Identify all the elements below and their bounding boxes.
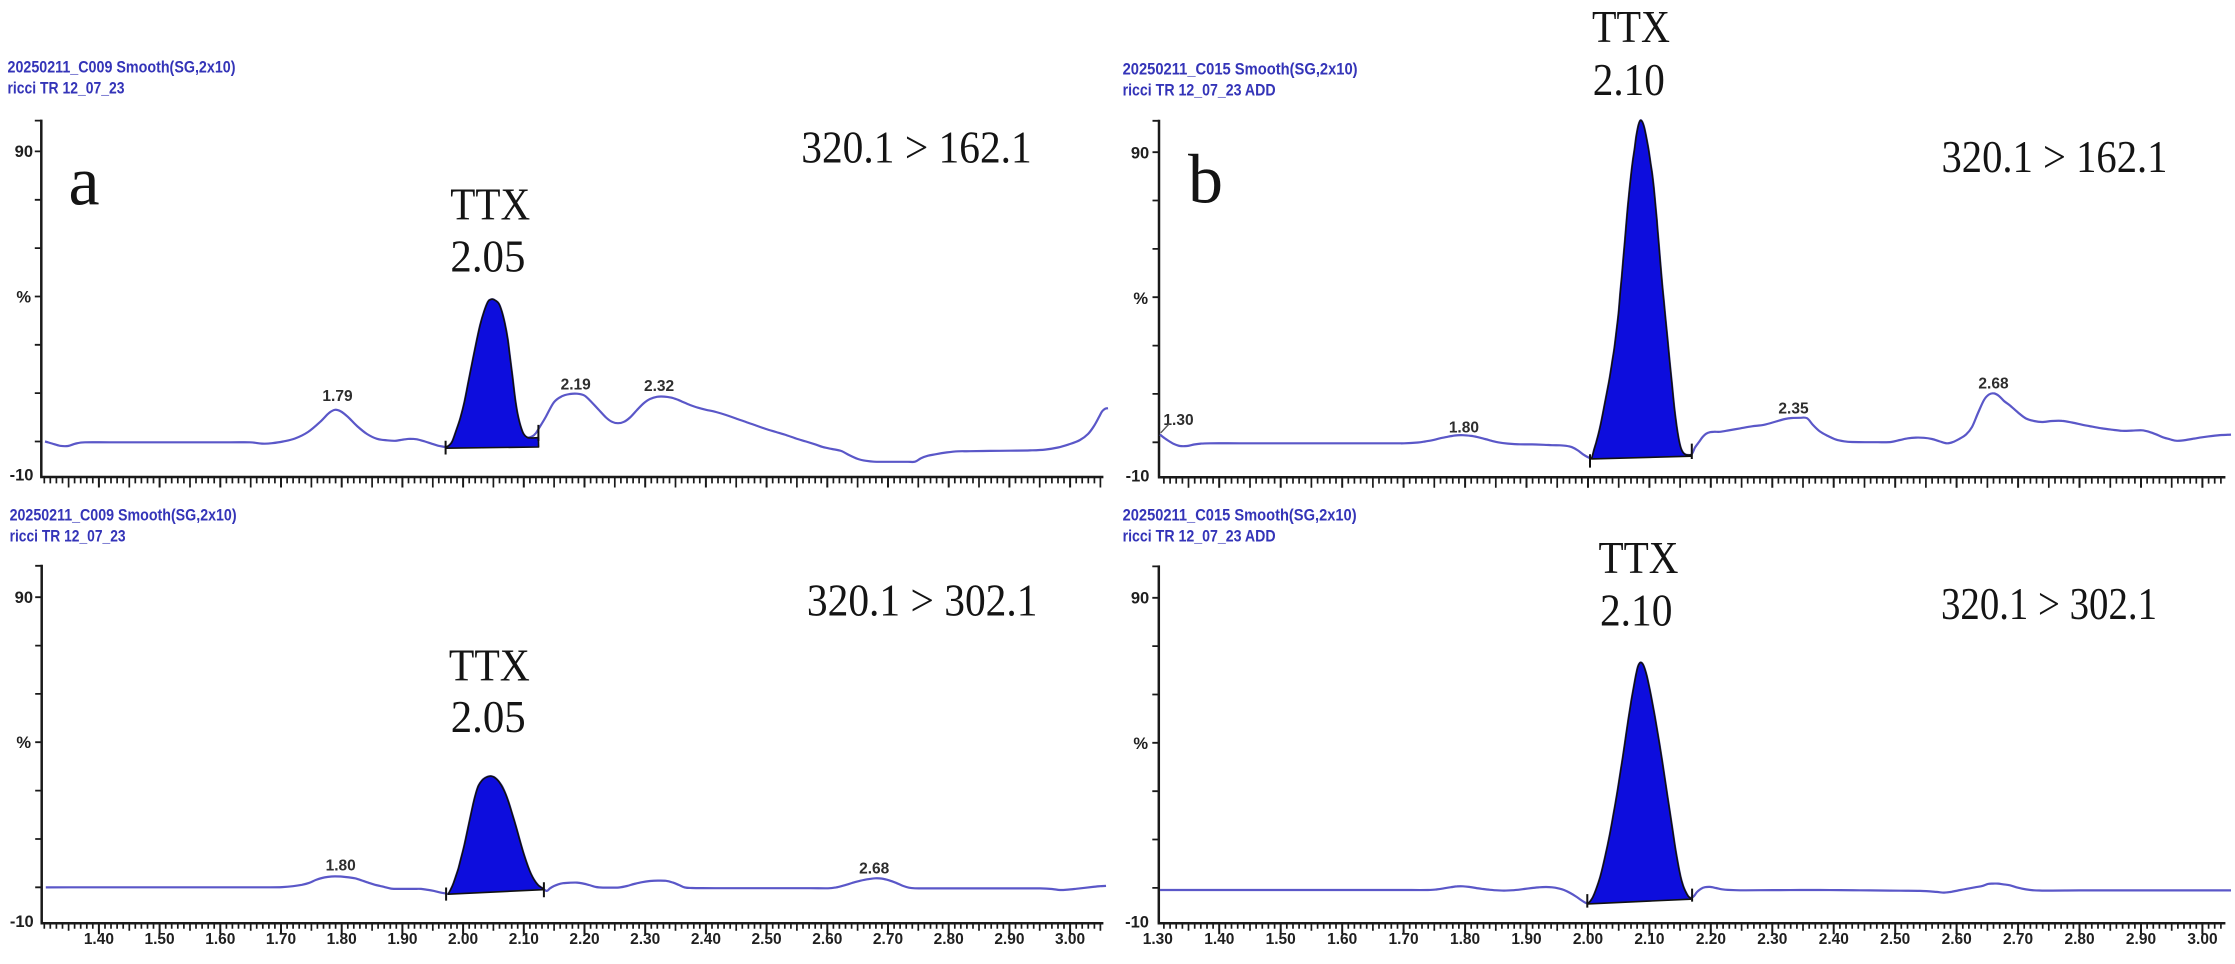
svg-text:90: 90 [15, 589, 33, 607]
svg-text:320.1 > 302.1: 320.1 > 302.1 [807, 574, 1038, 625]
svg-text:2.70: 2.70 [2003, 931, 2033, 948]
svg-text:320.1 > 162.1: 320.1 > 162.1 [1942, 131, 2168, 182]
svg-text:1.50: 1.50 [1266, 931, 1296, 948]
svg-text:2.10: 2.10 [1634, 931, 1664, 948]
svg-text:2.80: 2.80 [2065, 931, 2095, 948]
svg-text:2.90: 2.90 [994, 931, 1024, 948]
svg-text:2.20: 2.20 [569, 931, 599, 948]
svg-text:2.30: 2.30 [630, 931, 660, 948]
svg-text:-10: -10 [10, 913, 34, 931]
svg-text:1.79: 1.79 [322, 388, 353, 405]
svg-text:320.1 > 302.1: 320.1 > 302.1 [1941, 578, 2157, 629]
svg-text:2.68: 2.68 [859, 860, 890, 877]
svg-text:20250211_C009 Smooth(SG,2x10): 20250211_C009 Smooth(SG,2x10) [8, 59, 236, 77]
svg-text:1.50: 1.50 [145, 931, 175, 948]
svg-text:2.80: 2.80 [934, 931, 964, 948]
svg-text:2.70: 2.70 [873, 931, 903, 948]
svg-text:2.30: 2.30 [1757, 931, 1787, 948]
svg-text:2.00: 2.00 [1573, 931, 1603, 948]
svg-text:2.90: 2.90 [2126, 931, 2156, 948]
svg-text:-10: -10 [1126, 467, 1150, 485]
svg-text:1.80: 1.80 [1450, 931, 1480, 948]
svg-text:1.80: 1.80 [327, 931, 357, 948]
svg-text:1.60: 1.60 [1327, 931, 1357, 948]
svg-text:1.70: 1.70 [1389, 931, 1419, 948]
svg-text:2.00: 2.00 [448, 931, 478, 948]
svg-text:-10: -10 [10, 467, 34, 485]
svg-text:2.05: 2.05 [451, 691, 526, 742]
svg-text:2.60: 2.60 [1942, 931, 1972, 948]
svg-text:3.00: 3.00 [1055, 931, 1085, 948]
svg-text:-10: -10 [1125, 913, 1149, 931]
svg-text:1.70: 1.70 [266, 931, 296, 948]
svg-text:TTX: TTX [450, 179, 530, 230]
svg-text:1.80: 1.80 [326, 858, 356, 875]
svg-text:2.10: 2.10 [509, 931, 539, 948]
svg-text:90: 90 [1131, 590, 1149, 608]
svg-text:2.32: 2.32 [644, 378, 674, 395]
svg-text:TTX: TTX [1599, 532, 1679, 583]
svg-text:2.20: 2.20 [1696, 931, 1726, 948]
svg-text:90: 90 [15, 143, 33, 161]
svg-text:2.19: 2.19 [561, 377, 592, 394]
svg-text:2.68: 2.68 [1978, 376, 2009, 393]
svg-text:1.40: 1.40 [1204, 931, 1234, 948]
svg-text:1.80: 1.80 [1449, 419, 1479, 436]
svg-text:1.30: 1.30 [1163, 412, 1193, 429]
svg-text:2.35: 2.35 [1778, 401, 1809, 418]
svg-text:2.50: 2.50 [752, 931, 782, 948]
svg-text:%: % [16, 288, 31, 306]
svg-text:20250211_C009 Smooth(SG,2x10): 20250211_C009 Smooth(SG,2x10) [10, 507, 237, 525]
svg-text:ricci TR 12_07_23: ricci TR 12_07_23 [10, 528, 126, 546]
svg-text:TTX: TTX [449, 640, 530, 691]
svg-text:2.60: 2.60 [812, 931, 842, 948]
svg-text:ricci TR 12_07_23 ADD: ricci TR 12_07_23 ADD [1123, 82, 1276, 100]
svg-text:2.50: 2.50 [1880, 931, 1910, 948]
svg-text:1.90: 1.90 [1511, 931, 1541, 948]
svg-text:%: % [16, 734, 31, 752]
svg-text:1.60: 1.60 [205, 931, 235, 948]
svg-text:%: % [1133, 290, 1148, 308]
svg-text:320.1 > 162.1: 320.1 > 162.1 [801, 121, 1032, 172]
svg-text:3.00: 3.00 [2187, 931, 2217, 948]
svg-text:2.05: 2.05 [450, 231, 525, 282]
svg-text:a: a [69, 143, 100, 220]
svg-text:b: b [1188, 141, 1223, 218]
svg-text:1.90: 1.90 [387, 931, 417, 948]
svg-text:%: % [1133, 735, 1148, 753]
svg-text:ricci TR 12_07_23: ricci TR 12_07_23 [8, 80, 125, 98]
svg-text:2.40: 2.40 [691, 931, 721, 948]
svg-text:20250211_C015 Smooth(SG,2x10): 20250211_C015 Smooth(SG,2x10) [1123, 507, 1357, 525]
svg-text:2.40: 2.40 [1819, 931, 1849, 948]
svg-text:1.30: 1.30 [1143, 931, 1173, 948]
svg-text:2.10: 2.10 [1600, 585, 1673, 636]
svg-text:20250211_C015 Smooth(SG,2x10): 20250211_C015 Smooth(SG,2x10) [1123, 61, 1358, 79]
svg-text:TTX: TTX [1592, 1, 1670, 52]
svg-text:2.10: 2.10 [1593, 54, 1665, 105]
svg-text:ricci TR 12_07_23 ADD: ricci TR 12_07_23 ADD [1123, 528, 1276, 546]
svg-text:90: 90 [1131, 144, 1149, 162]
svg-text:1.40: 1.40 [84, 931, 114, 948]
